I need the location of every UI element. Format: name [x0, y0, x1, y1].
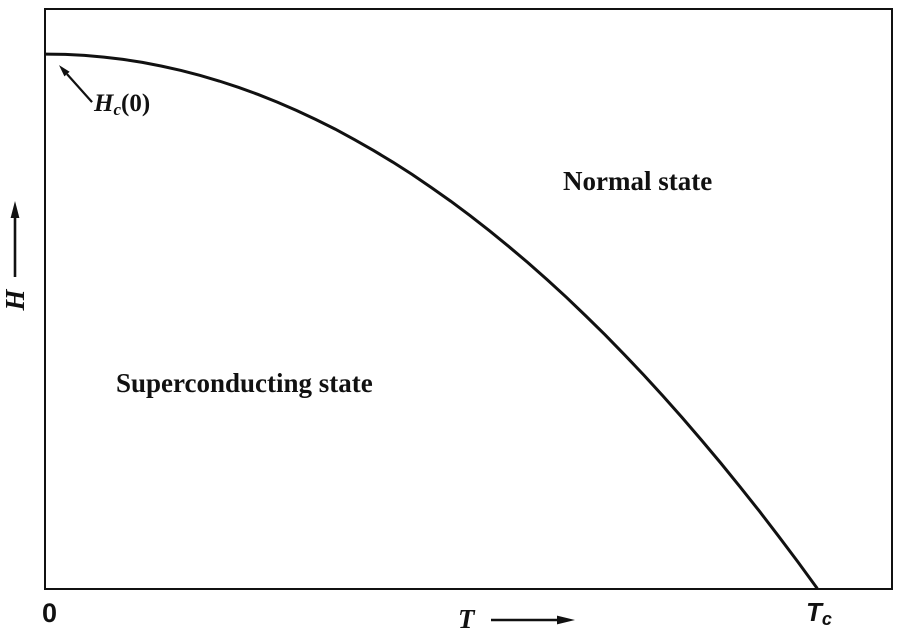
- y-axis-label-group: H: [0, 185, 31, 327]
- x-axis-symbol: T: [458, 604, 475, 634]
- hc0-arrowhead-icon: [59, 65, 70, 77]
- hc0-argument: (0): [121, 90, 151, 117]
- hc0-subscript: c: [113, 100, 121, 119]
- plot-area: Hc(0) Normal state Superconducting state: [44, 8, 893, 590]
- tc-label: Tc: [806, 597, 832, 628]
- superconducting-state-label: Superconducting state: [116, 368, 373, 398]
- tc-symbol: T: [806, 597, 822, 627]
- critical-field-curve: [46, 52, 819, 588]
- y-axis-arrow-icon: [10, 201, 20, 278]
- origin-label: 0: [42, 598, 58, 628]
- y-axis-symbol: H: [0, 289, 30, 311]
- x-axis-label-group: T: [458, 606, 575, 633]
- hc0-annotation: Hc(0): [94, 90, 150, 118]
- hc0-symbol: H: [94, 90, 114, 117]
- hc0-arrow-line: [66, 73, 93, 103]
- tc-subscript: c: [821, 609, 832, 629]
- normal-state-label: Normal state: [563, 166, 713, 196]
- x-axis-arrow-icon: [490, 615, 575, 624]
- phase-diagram-plot: [46, 52, 819, 588]
